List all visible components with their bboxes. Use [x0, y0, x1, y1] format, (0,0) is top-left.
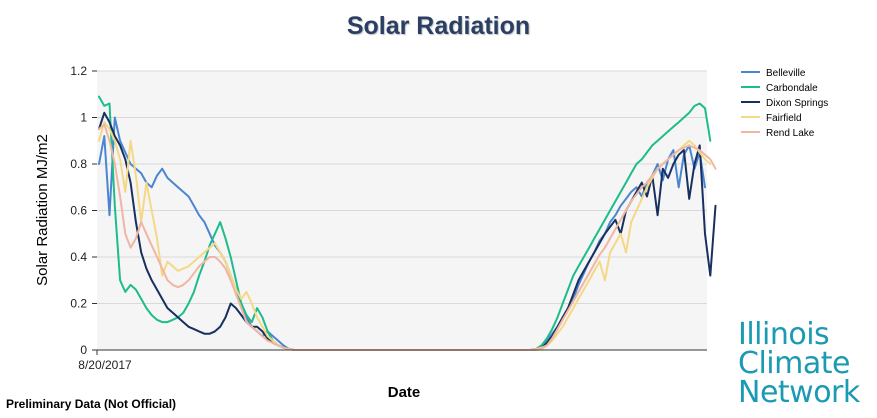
legend-label: Dixon Springs: [766, 98, 828, 109]
x-ticks: 8/20/2017: [78, 358, 132, 372]
preliminary-data-note: Preliminary Data (Not Official): [6, 397, 177, 411]
legend-label: Belleville: [766, 68, 806, 79]
y-tick-label: 1.2: [70, 64, 87, 78]
legend-label: Rend Lake: [766, 128, 815, 139]
y-tick-label: 0.2: [70, 297, 87, 311]
legend-label: Carbondale: [766, 83, 818, 94]
logo-line-2: Climate: [738, 346, 850, 381]
legend: Belleville Carbondale Dixon Springs Fairfie…: [741, 68, 828, 139]
y-tick-label: 1: [80, 111, 87, 125]
illinois-climate-network-logo: Illinois Climate Network: [738, 317, 860, 410]
x-tick-label: 8/20/2017: [78, 358, 132, 372]
logo-line-1: Illinois: [738, 317, 830, 352]
y-tick-label: 0.8: [70, 157, 87, 171]
y-axis-title: Solar Radiation MJ/m2: [34, 134, 51, 286]
y-ticks: 0 0.2 0.4 0.6 0.8 1 1.2: [70, 64, 97, 357]
x-axis-title: Date: [388, 384, 421, 401]
chart-title: Solar Radiation: [346, 12, 531, 40]
y-tick-label: 0: [80, 343, 87, 357]
legend-label: Fairfield: [766, 113, 802, 124]
logo-line-3: Network: [738, 375, 860, 410]
gridlines: [97, 70, 707, 304]
y-tick-label: 0.6: [70, 204, 87, 218]
y-tick-label: 0.4: [70, 250, 87, 264]
